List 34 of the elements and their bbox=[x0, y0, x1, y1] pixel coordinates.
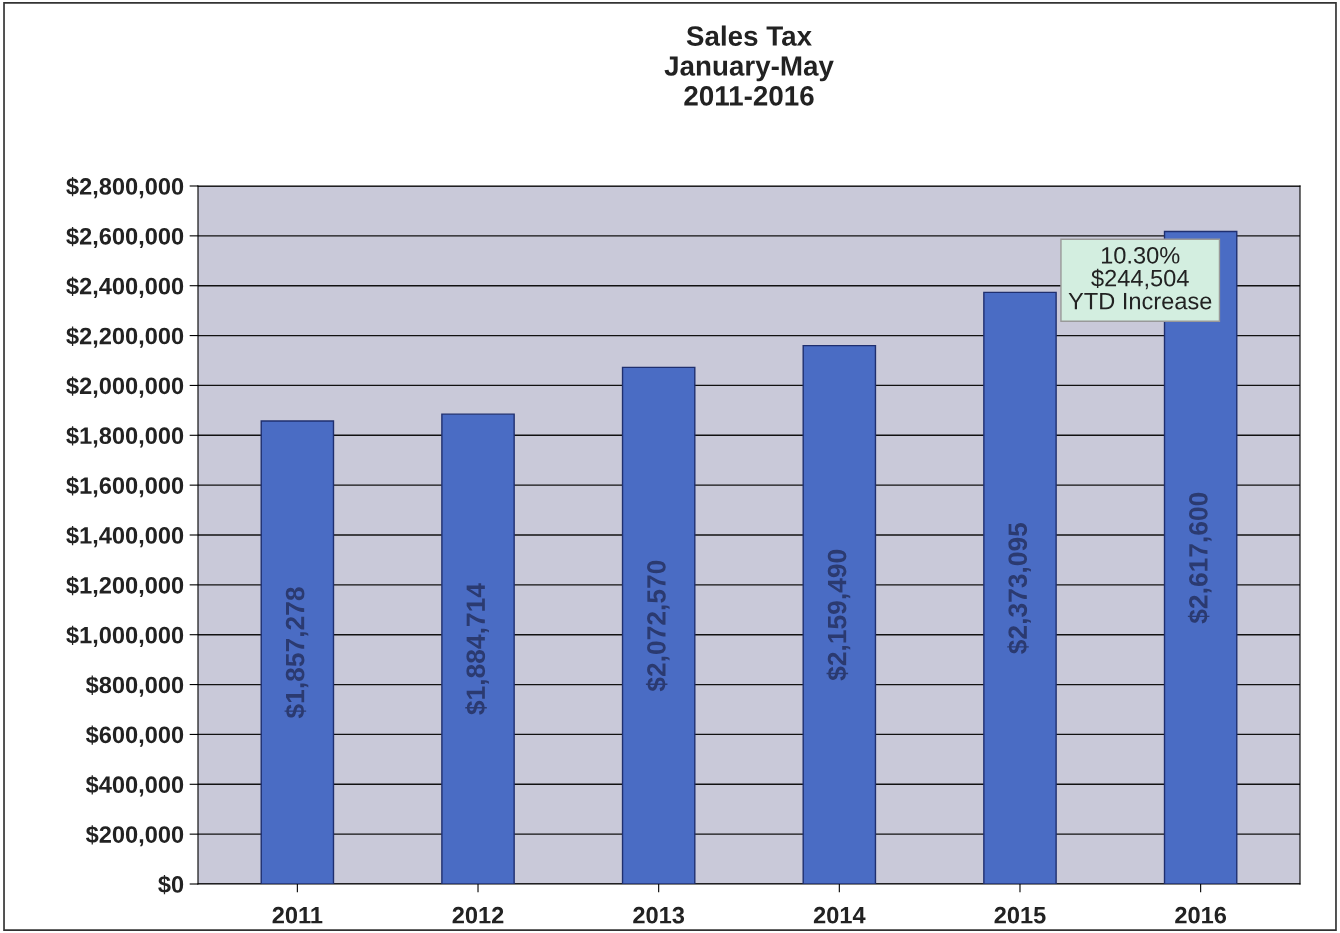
data-label: $2,373,095 bbox=[1007, 522, 1031, 654]
data-label: $2,072,570 bbox=[645, 560, 670, 692]
data-label: $1,884,714 bbox=[465, 583, 489, 715]
y-tick-label: $2,800,000 bbox=[66, 177, 184, 199]
data-label: $1,857,278 bbox=[284, 587, 309, 719]
y-tick-label: $1,000,000 bbox=[66, 625, 184, 647]
y-tick-label: $1,400,000 bbox=[66, 526, 184, 548]
y-tick-label: $2,000,000 bbox=[66, 376, 184, 398]
y-tick-label: $2,600,000 bbox=[66, 226, 184, 249]
y-tick-label: $1,600,000 bbox=[66, 476, 184, 498]
bar bbox=[621, 366, 696, 884]
annotation: 10.30% $244,504 YTD Increase bbox=[1068, 246, 1212, 310]
y-tick-label: $600,000 bbox=[85, 725, 184, 747]
y-tick-label: $400,000 bbox=[85, 775, 184, 797]
y-tick-label: $800,000 bbox=[85, 675, 184, 697]
x-tick-label: 2014 bbox=[813, 906, 866, 924]
bar bbox=[802, 344, 877, 884]
chart-title: Sales Tax January-May 2011-2016 bbox=[664, 25, 834, 106]
y-tick-label: $0 bbox=[158, 875, 184, 895]
y-tick-label: $1,200,000 bbox=[66, 575, 184, 598]
y-tick-label: $1,800,000 bbox=[66, 426, 184, 448]
y-tick-label: $2,200,000 bbox=[66, 326, 184, 348]
data-label: $2,159,490 bbox=[826, 549, 851, 681]
x-tick-label: 2013 bbox=[633, 906, 685, 924]
x-tick-label: 2011 bbox=[272, 906, 323, 924]
x-tick-label: 2016 bbox=[1175, 906, 1227, 924]
bar bbox=[260, 420, 335, 884]
bar bbox=[983, 291, 1057, 884]
y-tick-label: $2,400,000 bbox=[66, 276, 184, 298]
x-tick-label: 2012 bbox=[452, 906, 504, 924]
data-label: $2,617,600 bbox=[1187, 492, 1212, 624]
x-tick-label: 2015 bbox=[994, 906, 1046, 924]
y-tick-label: $200,000 bbox=[85, 825, 184, 847]
bar bbox=[441, 413, 515, 884]
